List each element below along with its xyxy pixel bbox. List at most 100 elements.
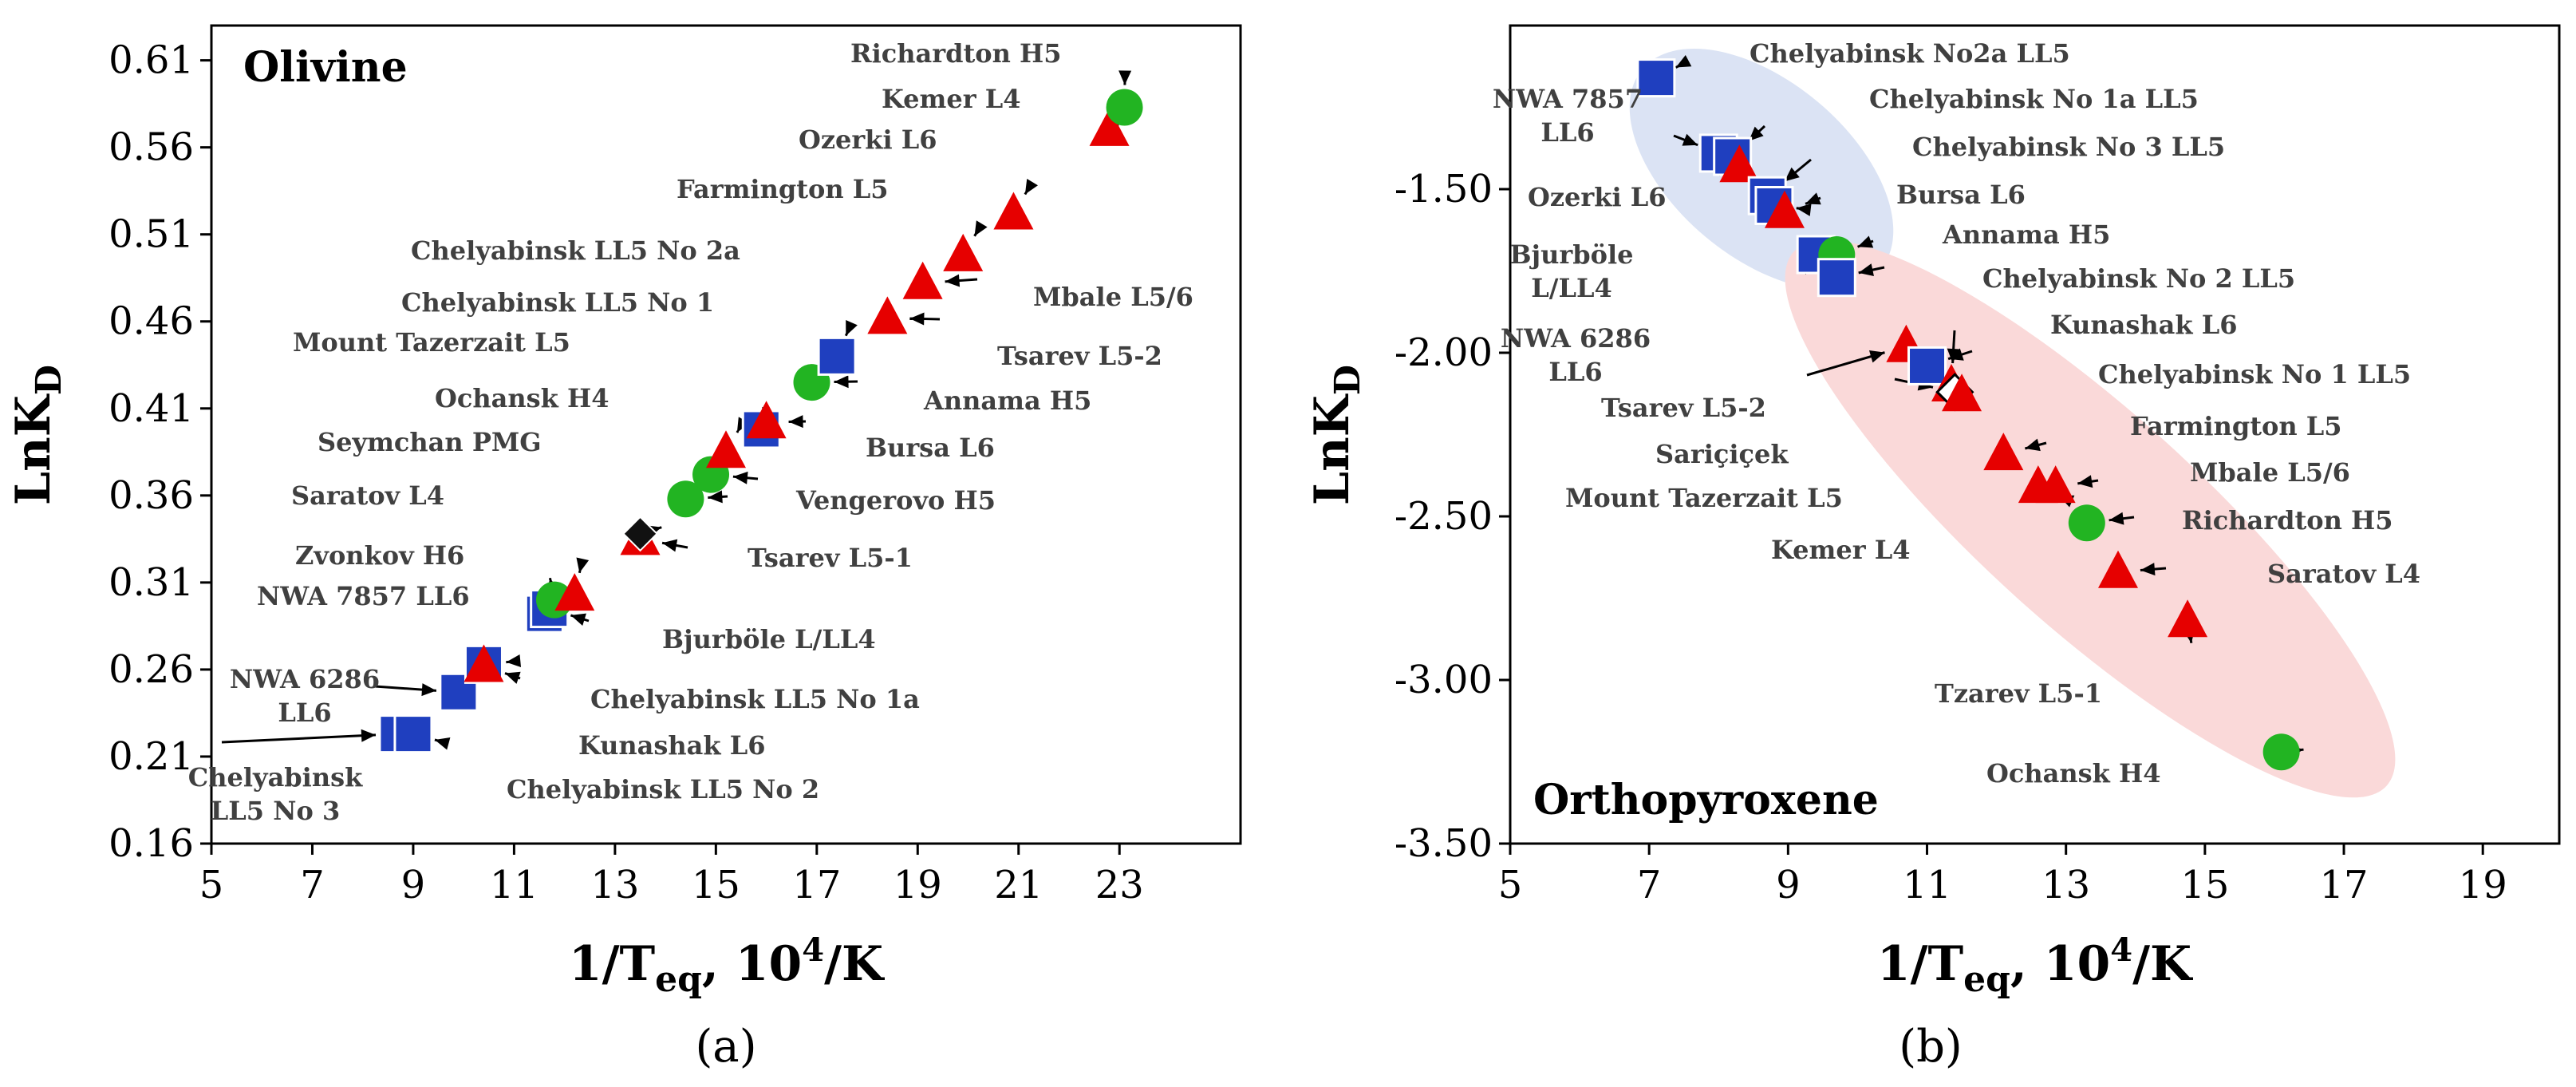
x-tick-label: 13: [590, 863, 639, 907]
y-tick-label: 0.41: [108, 386, 194, 431]
annotation-label-chel-no2: Chelyabinsk No 2 LL5: [1982, 263, 2295, 294]
annotation-label-farmington: Farmington L5: [677, 174, 889, 204]
annotation-label-kemer: Kemer L4: [882, 84, 1020, 114]
annotation-label-saratov: Saratov L4: [291, 480, 444, 511]
annotation-arrowhead-kunashak: [504, 671, 521, 684]
point-vengerovo: [667, 480, 704, 518]
annotation-arrowhead-chel-ll5-no2: [434, 737, 451, 750]
annotation-arrowhead-tsarev-l5-1: [662, 539, 678, 552]
annotation-label-bursa: Bursa L6: [866, 433, 995, 463]
annotation-arrowhead-chel-no3: [1784, 167, 1800, 182]
annotation-label-kemer: Kemer L4: [1771, 535, 1910, 565]
point-nwa6286: [439, 672, 479, 712]
annotation-label-chel-ll5-no1: Chelyabinsk LL5 No 1: [401, 287, 714, 318]
annotation-label-tsarev-l5-2: Tsarev L5-2: [1601, 393, 1766, 423]
point-tzarev-l5-1: [2168, 599, 2208, 638]
annotation-label-farmington: Farmington L5: [2130, 411, 2342, 441]
x-tick-label: 11: [490, 863, 538, 907]
annotation-label-tsarev-l5-1: Tsarev L5-1: [748, 543, 913, 573]
annotation-label-nwa7857: NWA 7857 LL6: [1493, 84, 1643, 148]
point-mbale: [2035, 465, 2076, 504]
panel-b-x-axis-title: 1/Teq, 104/K: [1877, 931, 2193, 1000]
annotation-label-kunashak: Kunashak L6: [2050, 310, 2237, 340]
panel-b-y-axis-title: LnKD: [1304, 365, 1368, 505]
annotation-label-mbale: Mbale L5/6: [1033, 282, 1193, 312]
annotation-arrow-chel-ll5-no3: [221, 733, 377, 744]
y-tick-label: -2.00: [1395, 330, 1493, 375]
y-tick-label: -1.50: [1395, 167, 1493, 211]
ll-field-ellipse: [1629, 48, 1894, 291]
annotation-label-chel-no1: Chelyabinsk No 1 LL5: [2098, 359, 2411, 389]
annotation-arrowhead-chel-no1a: [1749, 126, 1764, 141]
annotation-label-chel-ll5-no2a: Chelyabinsk LL5 No 2a: [411, 235, 740, 266]
point-kemer: [1089, 108, 1130, 146]
panel-a-label: (a): [695, 1021, 756, 1073]
annotation-label-bjurbole: Bjurböle L/LL4: [662, 624, 876, 654]
point-mount-tazerzait: [706, 430, 746, 468]
point-bursa: [746, 401, 787, 439]
annotation-label-zvonkov: Zvonkov H6: [295, 540, 464, 571]
annotation-label-vengerovo: Vengerovo H5: [795, 485, 996, 516]
annotation-arrowhead-saratov: [2140, 563, 2156, 576]
annotation-label-chel-no2a: Chelyabinsk No2a LL5: [1750, 38, 2070, 69]
annotation-label-chel-ll5-no3: Chelyabinsk LL5 No 3: [188, 762, 363, 826]
x-tick-label: 5: [199, 863, 224, 907]
panel-a-title: Olivine: [243, 43, 408, 92]
x-tick-label: 17: [792, 863, 841, 907]
annotation-label-nwa6286: NWA 6286 LL6: [1501, 323, 1651, 387]
y-tick-label: 0.16: [108, 821, 194, 866]
x-tick-label: 15: [692, 863, 740, 907]
annotation-arrowhead-richardton: [2109, 512, 2124, 525]
panel-b-title: Orthopyroxene: [1533, 776, 1879, 824]
annotation-label-chel-ll5-no2: Chelyabinsk LL5 No 2: [507, 774, 819, 804]
annotation-arrowhead-chel-no2a: [1675, 55, 1692, 68]
annotation-arrowhead-mbale: [945, 274, 961, 287]
point-mbale: [902, 261, 943, 299]
x-tick-label: 11: [1903, 863, 1951, 907]
annotation-label-ochansk: Ochansk H4: [435, 383, 609, 413]
y-tick-label: 0.56: [108, 125, 194, 170]
x-tick-label: 19: [2459, 863, 2507, 907]
point-tsarev-l5-2: [867, 296, 908, 334]
annotation-arrowhead-tsarev-l5-2: [1868, 350, 1885, 363]
annotation-label-mount-tazerzait: Mount Tazerzait L5: [293, 327, 570, 358]
y-tick-label: 0.21: [108, 734, 194, 779]
annotation-arrowhead-chel-no2: [1858, 263, 1874, 276]
x-tick-label: 7: [300, 863, 325, 907]
annotation-arrowhead-bjurbole: [570, 613, 586, 626]
annotation-arrowhead-saratov: [576, 557, 590, 573]
point-bursa: [1764, 190, 1805, 228]
annotation-label-bjurbole: Bjurböle L/LL4: [1510, 239, 1634, 303]
y-tick-label: 0.46: [108, 299, 194, 344]
point-richardton: [1106, 89, 1143, 126]
x-tick-label: 7: [1637, 863, 1662, 907]
point-ozerki: [993, 192, 1034, 230]
annotation-arrowhead-ochansk: [732, 471, 748, 484]
point-farmington: [1983, 433, 2024, 471]
annotation-arrowhead-chel-ll5-no3: [361, 729, 377, 742]
point-farmington: [943, 233, 984, 271]
y-tick-label: 0.31: [108, 560, 194, 605]
x-tick-label: 9: [401, 863, 426, 907]
annotation-label-richardton: Richardton H5: [850, 38, 1062, 69]
annotation-label-mbale: Mbale L5/6: [2190, 457, 2350, 488]
panel-a-x-axis-title: 1/Teq, 104/K: [569, 931, 885, 1000]
y-tick-label: 0.51: [108, 212, 194, 257]
point-richardton: [2068, 504, 2105, 542]
x-tick-label: 23: [1095, 863, 1144, 907]
annotation-label-annama: Annama H5: [1942, 219, 2110, 250]
y-tick-label: -3.00: [1395, 658, 1493, 702]
annotation-arrowhead-ozerki: [1024, 178, 1038, 195]
annotation-arrowhead-farmington: [974, 220, 988, 236]
x-tick-label: 15: [2180, 863, 2229, 907]
y-tick-label: -2.50: [1395, 494, 1493, 539]
panel-a-y-axis-title: LnKD: [6, 365, 69, 505]
point-chel-no1: [1907, 346, 1947, 385]
annotation-label-seymchan: Seymchan PMG: [318, 427, 542, 457]
y-tick-label: -3.50: [1395, 821, 1493, 866]
annotation-arrowhead-nwa6286: [421, 683, 436, 697]
x-tick-label: 9: [1776, 863, 1801, 907]
annotation-label-mount-tazerzait: Mount Tazerzait L5: [1565, 483, 1843, 513]
annotation-arrowhead-nwa7857: [1682, 133, 1698, 146]
